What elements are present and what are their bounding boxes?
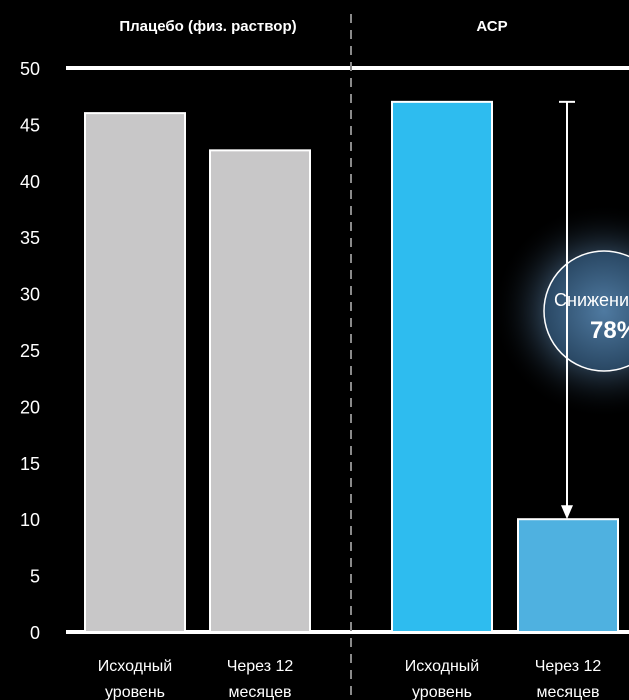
y-tick-labels: 0 5 10 15 20 25 30 35 40 45 50 xyxy=(20,59,40,643)
bar xyxy=(391,100,493,633)
x-category-label: уровень xyxy=(105,684,165,700)
y-tick-label: 35 xyxy=(20,228,40,248)
x-category-label: уровень xyxy=(412,684,472,700)
group-title-acp: АСР xyxy=(476,18,507,35)
y-tick-label: 5 xyxy=(30,567,40,587)
callout-bubble xyxy=(543,250,629,372)
reduction-arrow-head xyxy=(561,505,573,520)
bars xyxy=(84,100,619,634)
x-category-labels: Исходный уровень Через 12 месяцев Исходный ур… xyxy=(98,658,602,700)
callout-label: Снижение xyxy=(554,290,629,310)
y-tick-label: 45 xyxy=(20,115,40,135)
x-category-label: Через 12 xyxy=(227,658,294,675)
reduction-callout: Снижение 78% xyxy=(492,100,629,520)
y-tick-label: 15 xyxy=(20,454,40,474)
y-tick-label: 40 xyxy=(20,172,40,192)
y-tick-label: 30 xyxy=(20,285,40,305)
group-title-placebo: Плацебо (физ. раствор) xyxy=(119,18,296,35)
y-tick-label: 10 xyxy=(20,510,40,530)
y-tick-label: 20 xyxy=(20,397,40,417)
y-tick-label: 50 xyxy=(20,59,40,79)
x-category-label: Исходный xyxy=(98,658,172,675)
x-category-label: Исходный xyxy=(405,658,479,675)
callout-value: 78% xyxy=(590,317,629,344)
bar xyxy=(209,149,311,633)
bar xyxy=(84,112,186,634)
bar xyxy=(517,518,619,634)
y-tick-label: 25 xyxy=(20,341,40,361)
x-category-label: месяцев xyxy=(537,684,600,700)
y-tick-label: 0 xyxy=(30,623,40,643)
x-category-label: месяцев xyxy=(229,684,292,700)
x-category-label: Через 12 xyxy=(535,658,602,675)
